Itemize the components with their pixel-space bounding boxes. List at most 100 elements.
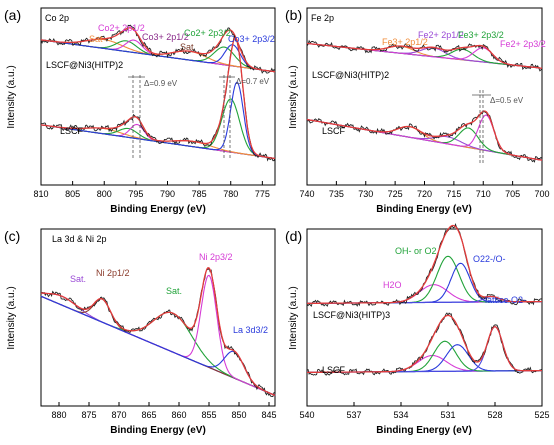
x-tick-label: 531 — [440, 410, 455, 420]
y-axis-title: Intensity (a.u.) — [6, 286, 17, 349]
raw-spectrum-line — [40, 267, 276, 397]
sample-label-bottom: LSCF — [322, 365, 346, 375]
x-tick-label: 805 — [65, 189, 80, 199]
ticks-layer: 880 875 870 865 860 855 850 845 — [51, 402, 277, 420]
x-tick-label: 810 — [33, 189, 48, 199]
panel-title: Co 2p — [45, 13, 69, 23]
x-tick-label: 860 — [171, 410, 186, 420]
x-tick-label: 795 — [128, 189, 143, 199]
shift-annotation: Δ=0.9 eV — [144, 79, 178, 88]
panel-c-la-ni: 880 875 870 865 860 855 850 845 (c) La 3d & Ni … — [4, 228, 277, 436]
curves-layer — [40, 266, 276, 397]
x-axis-title: Binding Energy (eV) — [110, 425, 206, 436]
x-tick-label: 790 — [160, 189, 175, 199]
peak-label-co2-32: Co2+ 2p3/2 — [184, 28, 231, 38]
y-axis-title: Intensity (a.u.) — [288, 286, 299, 349]
sample-label-top: LSCF@Ni3(HITP)2 — [46, 60, 123, 70]
y-axis-title: Intensity (a.u.) — [6, 65, 17, 128]
peak-label-fe3-32: Fe3+ 2p3/2 — [458, 30, 504, 40]
plot-frame — [306, 228, 543, 407]
x-axis-title: Binding Energy (eV) — [376, 425, 472, 436]
peak-label-h2o: H2O — [383, 280, 402, 290]
x-tick-label: 700 — [534, 189, 549, 199]
x-tick-label: 850 — [231, 410, 246, 420]
peak-label-sat: Sat. — [166, 286, 182, 296]
peak-label-oh: OH- or O2 — [395, 246, 437, 256]
plot-frame — [40, 7, 276, 186]
sample-label-top: LSCF@Ni3(HITP)3 — [313, 310, 390, 320]
panel-label: (b) — [285, 7, 302, 23]
peak-label-fe3-half: Fe3+ 2p1/2 — [382, 37, 428, 47]
ticks-layer: 540 537 534 531 528 525 — [299, 402, 550, 420]
fit-envelope-line — [307, 224, 542, 304]
fit-envelope-line — [306, 110, 543, 161]
shift-annotation: Δ=0.5 eV — [490, 96, 524, 105]
panel-label: (d) — [285, 228, 302, 244]
peak-label-co3-32: Co3+ 2p3/2 — [228, 34, 275, 44]
peak-label-ni-32: Ni 2p3/2 — [199, 252, 233, 262]
x-tick-label: 720 — [417, 189, 432, 199]
peak-label-co3-half: Co3+ 2p1/2 — [142, 32, 189, 42]
panel-title: La 3d & Ni 2p — [52, 234, 107, 244]
x-tick-label: 705 — [505, 189, 520, 199]
peak-label-o22: O22-/O- — [473, 254, 506, 264]
panel-a-co-2p: 810 805 800 795 790 785 780 775 (a) Co 2p Co2+ … — [4, 7, 276, 215]
x-tick-label: 855 — [201, 410, 216, 420]
x-tick-label: 870 — [111, 410, 126, 420]
x-tick-label: 730 — [358, 189, 373, 199]
x-tick-label: 875 — [81, 410, 96, 420]
fit-envelope-line — [306, 42, 543, 69]
fit-envelope-line — [40, 266, 276, 396]
x-tick-label: 715 — [446, 189, 461, 199]
x-tick-label: 735 — [329, 189, 344, 199]
x-tick-label: 534 — [393, 410, 408, 420]
plot-frame — [40, 228, 276, 407]
x-tick-label: 710 — [476, 189, 491, 199]
x-tick-label: 785 — [192, 189, 207, 199]
x-tick-label: 525 — [534, 410, 549, 420]
panel-label: (c) — [4, 228, 20, 244]
peak-label-sat: Sat — [180, 42, 194, 52]
peak-label-fe2-32: Fe2+ 2p3/2 — [500, 39, 546, 49]
peak-label-fe2-half: Fe2+ 2p1/2 — [418, 30, 464, 40]
ticks-layer: 740 735 730 725 720 715 710 705 700 — [299, 181, 550, 199]
curves-layer — [306, 222, 543, 376]
x-tick-label: 865 — [141, 410, 156, 420]
x-tick-label: 880 — [51, 410, 66, 420]
peak-label-lattice: lattice O2- — [485, 295, 526, 305]
sample-label-top: LSCF@Ni3(HITP)2 — [312, 70, 389, 80]
peak-label-sat: Sat — [89, 34, 103, 44]
x-tick-label: 528 — [487, 410, 502, 420]
x-axis-title: Binding Energy (eV) — [110, 204, 206, 215]
panel-title: Fe 2p — [311, 13, 334, 23]
x-tick-label: 775 — [255, 189, 270, 199]
x-tick-label: 537 — [346, 410, 361, 420]
y-axis-title: Intensity (a.u.) — [288, 65, 299, 128]
sample-label-bottom: LSCF — [322, 126, 346, 136]
x-tick-label: 845 — [261, 410, 276, 420]
x-tick-label: 725 — [388, 189, 403, 199]
x-axis-title: Binding Energy (eV) — [376, 204, 472, 215]
panel-label: (a) — [4, 7, 21, 23]
curves-layer — [306, 39, 543, 163]
panel-d-o-1s: 540 537 534 531 528 525 (d) OH- or O2 O22-/O-… — [285, 222, 550, 436]
panel-b-fe-2p: 740 735 730 725 720 715 710 705 700 (b) Fe 2p Fe… — [285, 7, 550, 215]
raw-spectrum-line — [306, 222, 543, 308]
peak-label-ni-half: Ni 2p1/2 — [96, 268, 130, 278]
shift-annotation: Δ=0.7 eV — [236, 77, 270, 86]
peak-label-sat: Sat. — [70, 274, 86, 284]
sample-label-bottom: LSCF — [60, 126, 84, 136]
peak-label-la: La 3d3/2 — [233, 325, 268, 335]
x-tick-label: 800 — [97, 189, 112, 199]
component-peak-co3plus — [40, 39, 276, 73]
x-tick-label: 540 — [299, 410, 314, 420]
fit-envelope-line — [307, 314, 542, 374]
x-tick-label: 780 — [223, 189, 238, 199]
fit-envelope-line — [40, 37, 276, 160]
component-peak-ni — [40, 274, 276, 396]
peak-label-co2-half: Co2+ 2p1/2 — [98, 23, 145, 33]
x-tick-label: 740 — [299, 189, 314, 199]
curves-layer — [40, 24, 276, 162]
ticks-layer: 810 805 800 795 790 785 780 775 — [33, 181, 270, 199]
